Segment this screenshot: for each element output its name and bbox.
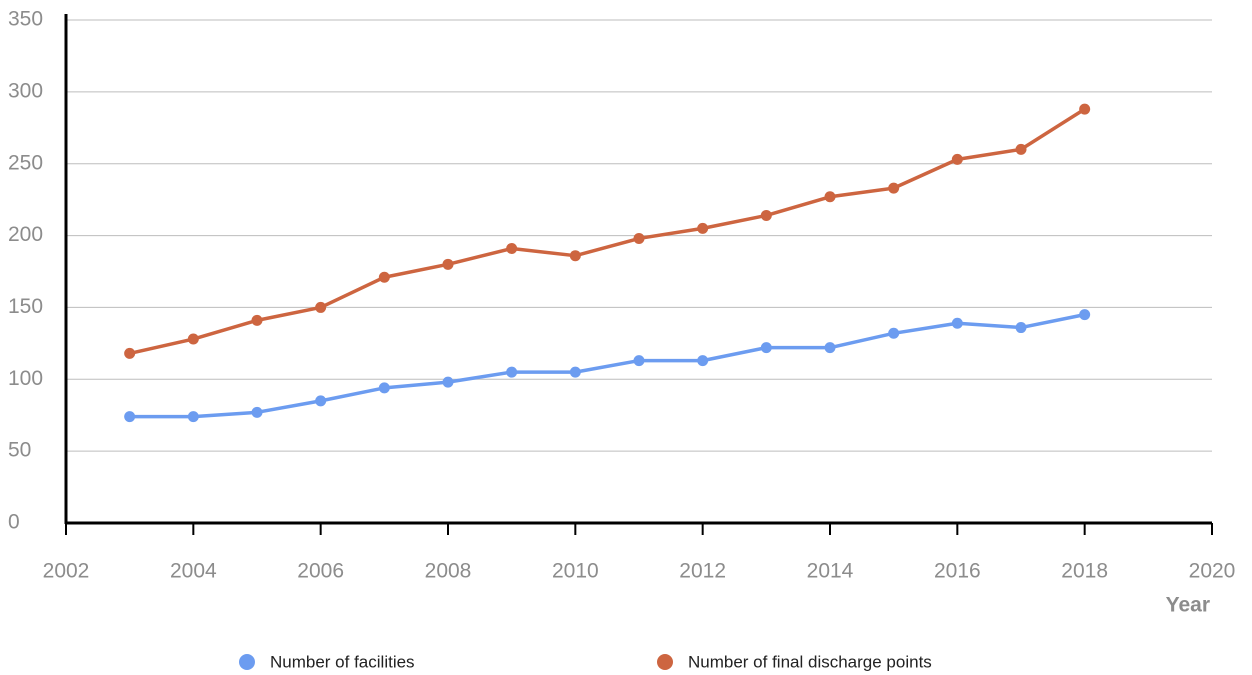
x-axis-label: Year (1166, 594, 1210, 617)
data-point (1015, 322, 1027, 334)
series-line (129, 312, 1086, 419)
legend-swatch (657, 654, 673, 670)
data-point (888, 182, 900, 194)
legend-swatch (239, 654, 255, 670)
data-point (1015, 143, 1027, 155)
data-point (697, 222, 709, 234)
legend-label: Number of facilities (270, 652, 415, 671)
x-tick-label: 2018 (1061, 560, 1108, 583)
data-point (824, 191, 836, 203)
data-point (315, 395, 327, 407)
data-point (378, 271, 390, 283)
data-point (378, 382, 390, 394)
x-tick-label: 2002 (43, 560, 90, 583)
data-point (187, 411, 199, 423)
data-point (1079, 309, 1091, 321)
legend-label: Number of final discharge points (688, 652, 932, 671)
data-point (633, 232, 645, 244)
data-point (633, 355, 645, 367)
data-point (824, 342, 836, 354)
data-point (760, 342, 772, 354)
x-tick-label: 2006 (297, 560, 344, 583)
x-tick-label: 2014 (807, 560, 854, 583)
x-tick-label: 2016 (934, 560, 981, 583)
data-point (697, 355, 709, 367)
x-tick-label: 2012 (679, 560, 726, 583)
x-tick-label: 2010 (552, 560, 599, 583)
data-point (124, 347, 136, 359)
series-line (129, 107, 1086, 356)
data-point (951, 317, 963, 329)
data-point (951, 153, 963, 165)
data-point (760, 209, 772, 221)
data-point (888, 327, 900, 339)
data-point (569, 366, 581, 378)
data-point (187, 333, 199, 345)
data-point (442, 258, 454, 270)
data-point (124, 411, 136, 423)
data-point (1079, 103, 1091, 115)
data-point (506, 243, 518, 255)
y-tick-label: 150 (8, 295, 43, 318)
y-tick-label: 0 (8, 511, 20, 534)
y-tick-label: 100 (8, 367, 43, 390)
x-tick-label: 2020 (1189, 560, 1236, 583)
y-tick-label: 50 (8, 439, 31, 462)
x-tick-label: 2004 (170, 560, 217, 583)
x-tick-label: 2008 (425, 560, 472, 583)
y-tick-label: 300 (8, 79, 43, 102)
data-point (251, 406, 263, 418)
data-point (442, 376, 454, 388)
data-point (251, 314, 263, 326)
data-point (315, 301, 327, 313)
data-point (506, 366, 518, 378)
y-tick-label: 200 (8, 223, 43, 246)
y-tick-label: 350 (8, 8, 43, 31)
data-point (569, 250, 581, 262)
y-tick-label: 250 (8, 151, 43, 174)
